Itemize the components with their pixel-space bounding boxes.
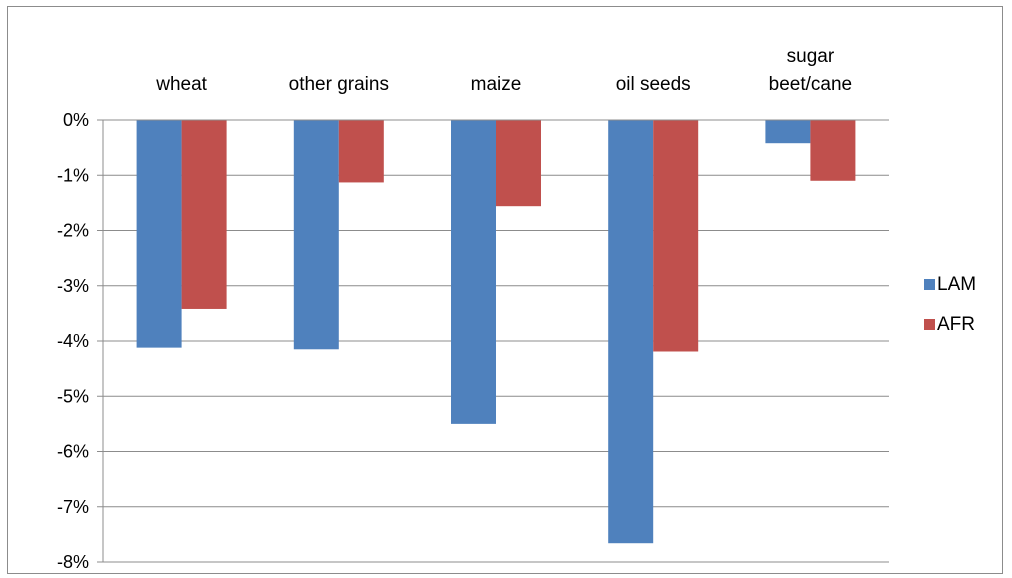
legend-label-afr: AFR xyxy=(937,314,975,335)
y-tick-label: -2% xyxy=(57,221,89,241)
y-tick-label: -5% xyxy=(57,386,89,406)
bar-afr-other-grains xyxy=(338,120,384,183)
category-label: other grains xyxy=(289,74,389,95)
y-axis xyxy=(97,119,889,563)
category-label: sugar xyxy=(787,46,835,67)
bar-lam-sugar-beet-cane xyxy=(765,120,811,144)
bar-lam-other-grains xyxy=(293,120,339,350)
bars-group xyxy=(136,120,856,544)
bar-afr-sugar-beet-cane xyxy=(810,120,856,181)
y-tick-label: -1% xyxy=(57,165,89,185)
category-label: wheat xyxy=(155,74,207,95)
category-label: maize xyxy=(471,74,522,95)
legend: LAM AFR xyxy=(924,274,976,335)
bar-afr-maize xyxy=(496,120,541,207)
bar-lam-wheat xyxy=(136,120,182,348)
legend-swatch-afr xyxy=(924,319,935,330)
legend-label-lam: LAM xyxy=(937,274,976,295)
y-tick-label: -3% xyxy=(57,276,89,296)
category-labels: wheat other grains maize oil seeds sugar beet… xyxy=(155,46,852,95)
bar-afr-wheat xyxy=(181,120,227,309)
y-tick-label: 0% xyxy=(63,110,89,130)
y-tick-label: -8% xyxy=(57,552,89,572)
legend-swatch-lam xyxy=(924,279,935,290)
y-tick-label: -4% xyxy=(57,331,89,351)
bar-afr-oil-seeds xyxy=(653,120,699,352)
y-tick-label: -7% xyxy=(57,497,89,517)
y-tick-labels: 0% -1% -2% -3% -4% -5% -6% -7% -8% xyxy=(57,110,89,572)
bar-lam-maize xyxy=(451,120,496,424)
category-label: oil seeds xyxy=(616,74,691,95)
y-tick-label: -6% xyxy=(57,442,89,462)
bar-lam-oil-seeds xyxy=(608,120,654,544)
category-label-line2: beet/cane xyxy=(769,74,852,95)
